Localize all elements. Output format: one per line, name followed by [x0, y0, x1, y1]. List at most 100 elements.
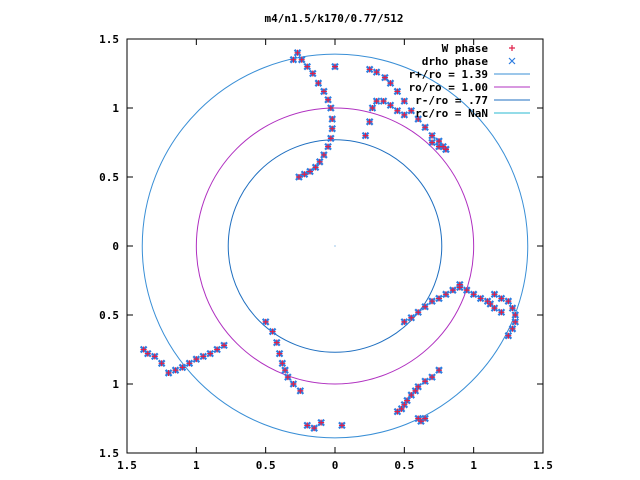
- w-phase-point: [295, 174, 302, 180]
- w-phase-point: [456, 281, 463, 288]
- w-phase-point: [144, 350, 151, 357]
- w-phase-point: [200, 353, 207, 360]
- w-phase-point: [401, 318, 408, 325]
- w-phase-point: [214, 346, 221, 353]
- w-phase-point: [282, 367, 289, 374]
- w-phase-point: [373, 98, 380, 105]
- x-tick-label: 1.5: [533, 459, 553, 472]
- w-phase-point: [315, 80, 322, 87]
- w-phase-point: [442, 146, 449, 153]
- y-tick-label: 0.5: [99, 309, 119, 322]
- w-phase-point: [401, 401, 408, 408]
- legend-label: r-/ro = .77: [415, 94, 488, 107]
- w-phase-point: [422, 303, 429, 310]
- axis-ticks: 1.5 1 0.5 0 0.5 1 1.51.510.500.511.5: [99, 33, 553, 472]
- data-points: [139, 49, 520, 432]
- w-phase-point: [470, 291, 477, 298]
- plot-area: 1.5 1 0.5 0 0.5 1 1.51.510.500.511.5: [99, 33, 553, 472]
- w-phase-point: [309, 70, 316, 77]
- w-phase-point: [276, 350, 283, 357]
- y-tick-label: 1.5: [99, 447, 119, 460]
- w-phase-point: [436, 367, 442, 374]
- x-tick-label: 1.5: [117, 459, 137, 472]
- w-phase-point: [487, 300, 494, 307]
- w-phase-point: [408, 314, 415, 321]
- w-phase-point: [429, 132, 436, 139]
- x-tick-label: 1: [470, 459, 477, 472]
- w-phase-point: [412, 387, 419, 394]
- circle-r-2: [227, 139, 443, 353]
- w-phase-point: [320, 151, 327, 158]
- origin-dot: [334, 245, 336, 247]
- w-phase-point: [366, 118, 373, 125]
- w-phase-point: [436, 295, 442, 302]
- w-phase-point: [387, 102, 394, 109]
- w-phase-point: [158, 360, 165, 367]
- x-tick-label: 0: [332, 459, 339, 472]
- w-phase-point: [273, 339, 280, 346]
- w-phase-point: [498, 309, 505, 316]
- legend-label: drho phase: [422, 55, 489, 68]
- w-phase-point: [373, 69, 380, 76]
- w-phase-point: [327, 135, 334, 142]
- w-phase-point: [401, 111, 408, 118]
- w-phase-point: [394, 408, 401, 415]
- circle-r-1: [195, 107, 475, 385]
- w-phase-point: [290, 56, 297, 63]
- y-tick-label: 0.5: [99, 171, 119, 184]
- w-phase-point: [298, 56, 305, 63]
- circle-r-0: [141, 53, 529, 439]
- w-phase-point: [512, 312, 519, 318]
- w-phase-point: [512, 318, 519, 325]
- w-phase-point: [329, 125, 336, 132]
- w-phase-point: [509, 305, 516, 312]
- w-phase-point: [398, 405, 405, 412]
- w-phase-point: [429, 374, 436, 381]
- y-tick-label: 0: [112, 240, 119, 253]
- x-tick-label: 0.5: [256, 459, 276, 472]
- w-phase-point: [325, 143, 332, 150]
- w-phase-point: [387, 80, 394, 87]
- w-phase-point: [477, 295, 484, 302]
- w-phase-point: [442, 291, 449, 298]
- w-phase-point: [415, 383, 422, 390]
- w-phase-point: [491, 305, 498, 312]
- legend-swatch: [509, 45, 515, 51]
- w-phase-point: [429, 298, 436, 305]
- w-phase-point: [436, 138, 442, 145]
- w-phase-point: [509, 325, 516, 332]
- w-phase-point: [193, 356, 200, 363]
- w-phase-point: [329, 116, 336, 123]
- w-phase-point: [172, 367, 179, 374]
- w-phase-point: [415, 116, 422, 123]
- w-phase-point: [307, 168, 314, 175]
- w-phase-point: [279, 360, 286, 367]
- x-tick-label: 1: [193, 459, 200, 472]
- w-phase-point: [408, 392, 415, 399]
- w-phase-point: [498, 295, 505, 302]
- w-phase-point: [311, 425, 318, 432]
- x-tick-label: 0.5: [394, 459, 414, 472]
- w-phase-point: [401, 98, 408, 105]
- legend-label: W phase: [442, 42, 489, 55]
- w-phase-point: [338, 422, 345, 429]
- w-phase-point: [316, 158, 323, 165]
- w-phase-point: [290, 381, 297, 387]
- w-phase-point: [422, 124, 429, 131]
- w-phase-point: [301, 171, 308, 178]
- w-phase-point: [381, 74, 388, 81]
- w-phase-point: [297, 387, 304, 394]
- w-phase-point: [294, 49, 301, 56]
- w-phase-point: [262, 318, 269, 325]
- w-phase-point: [422, 378, 429, 385]
- y-tick-label: 1: [112, 378, 119, 391]
- w-phase-point: [186, 360, 193, 367]
- w-phase-point: [422, 415, 429, 422]
- w-phase-point: [304, 63, 311, 70]
- w-phase-point: [140, 346, 147, 353]
- w-phase-point: [362, 132, 369, 139]
- w-phase-point: [366, 66, 373, 73]
